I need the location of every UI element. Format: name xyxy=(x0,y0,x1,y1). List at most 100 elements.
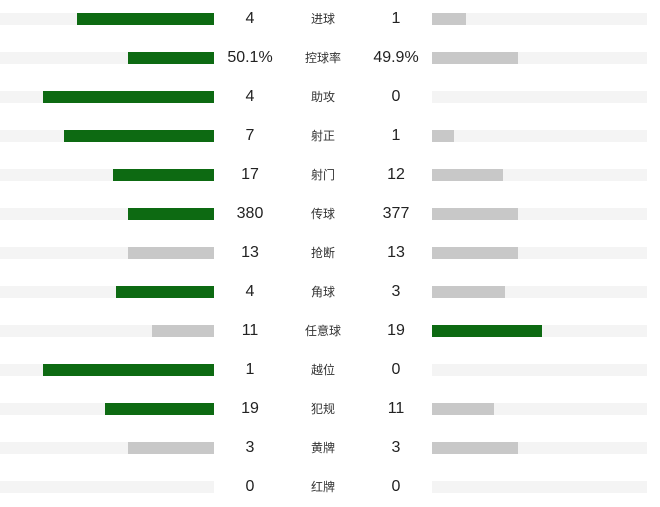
stat-row: 13 抢断 13 xyxy=(0,234,660,272)
home-value: 3 xyxy=(245,439,255,456)
stat-row: 4 角球 3 xyxy=(0,273,660,311)
away-bar-track xyxy=(432,325,647,337)
away-value: 13 xyxy=(387,244,405,261)
home-bar-fill xyxy=(128,52,214,64)
stat-row: 7 射正 1 xyxy=(0,117,660,155)
away-bar-track xyxy=(432,91,647,103)
away-bar-track xyxy=(432,286,647,298)
stat-label: 射正 xyxy=(310,129,335,143)
away-bar-fill xyxy=(432,13,466,25)
home-bar-track xyxy=(0,208,214,220)
stat-row: 1 越位 0 xyxy=(0,351,660,389)
stat-row: 4 助攻 0 xyxy=(0,78,660,116)
home-bar-track xyxy=(0,364,214,376)
stat-row: 17 射门 12 xyxy=(0,156,660,194)
home-bar-track xyxy=(0,52,214,64)
away-bar-fill xyxy=(432,208,518,220)
home-value: 13 xyxy=(241,244,259,261)
stat-row: 11 任意球 19 xyxy=(0,312,660,350)
stat-label: 抢断 xyxy=(310,246,335,260)
away-bar-fill xyxy=(432,403,494,415)
stat-label: 任意球 xyxy=(304,324,341,338)
home-value: 4 xyxy=(245,283,255,300)
home-value: 380 xyxy=(236,205,264,222)
home-bar-track xyxy=(0,442,214,454)
away-value: 49.9% xyxy=(373,49,419,66)
home-value: 19 xyxy=(241,400,259,417)
away-value: 0 xyxy=(391,88,401,105)
away-bar-fill xyxy=(432,325,542,337)
home-bar-track xyxy=(0,13,214,25)
stat-row: 3 黄牌 3 xyxy=(0,429,660,467)
away-bar-fill xyxy=(432,52,518,64)
home-value: 11 xyxy=(241,322,259,339)
stat-label: 犯规 xyxy=(310,402,335,416)
home-bar-track xyxy=(0,325,214,337)
away-bar-track xyxy=(432,52,647,64)
away-value: 3 xyxy=(391,439,401,456)
away-bar-track xyxy=(432,130,647,142)
away-bar-track xyxy=(432,364,647,376)
home-bar-track xyxy=(0,169,214,181)
home-bar-fill xyxy=(77,13,214,25)
home-value: 17 xyxy=(241,166,259,183)
home-value: 1 xyxy=(245,361,255,378)
away-value: 1 xyxy=(391,10,401,27)
away-value: 377 xyxy=(382,205,410,222)
away-value: 11 xyxy=(387,400,405,417)
stat-row: 380 传球 377 xyxy=(0,195,660,233)
away-bar-track xyxy=(432,13,647,25)
home-bar-track xyxy=(0,130,214,142)
away-bar-track xyxy=(432,247,647,259)
stat-row: 4 进球 1 xyxy=(0,0,660,38)
home-bar-fill xyxy=(128,208,214,220)
home-bar-track xyxy=(0,247,214,259)
away-bar-track xyxy=(432,208,647,220)
stat-label: 进球 xyxy=(310,12,335,26)
away-bar-fill xyxy=(432,130,454,142)
away-value: 0 xyxy=(391,361,401,378)
stat-label: 控球率 xyxy=(304,51,341,65)
home-value: 4 xyxy=(245,10,255,27)
home-bar-fill xyxy=(113,169,214,181)
stat-label: 角球 xyxy=(310,285,335,299)
home-bar-fill xyxy=(64,130,214,142)
stat-label: 传球 xyxy=(310,207,335,221)
stat-label: 射门 xyxy=(310,168,335,182)
home-bar-fill xyxy=(105,403,214,415)
away-value: 12 xyxy=(387,166,405,183)
away-bar-fill xyxy=(432,286,505,298)
home-value: 50.1% xyxy=(227,49,273,66)
home-bar-track xyxy=(0,403,214,415)
stat-label: 黄牌 xyxy=(310,441,335,455)
stat-row: 19 犯规 11 xyxy=(0,390,660,428)
away-bar-fill xyxy=(432,169,503,181)
home-value: 4 xyxy=(245,88,255,105)
home-value: 0 xyxy=(245,478,255,495)
away-value: 19 xyxy=(387,322,405,339)
away-bar-fill xyxy=(432,442,518,454)
away-value: 1 xyxy=(391,127,401,144)
home-bar-fill xyxy=(152,325,214,337)
away-value: 0 xyxy=(391,478,401,495)
away-bar-track xyxy=(432,169,647,181)
home-bar-track xyxy=(0,91,214,103)
away-value: 3 xyxy=(391,283,401,300)
stat-row: 0 红牌 0 xyxy=(0,468,660,506)
away-bar-track xyxy=(432,442,647,454)
home-bar-fill xyxy=(128,442,214,454)
home-bar-fill xyxy=(128,247,214,259)
stat-row: 50.1% 控球率 49.9% xyxy=(0,39,660,77)
home-value: 7 xyxy=(245,127,255,144)
home-bar-fill xyxy=(43,364,214,376)
away-bar-fill xyxy=(432,247,518,259)
away-bar-track xyxy=(432,481,647,493)
stat-label: 越位 xyxy=(310,363,335,377)
stat-label: 助攻 xyxy=(310,90,335,104)
home-bar-fill xyxy=(116,286,214,298)
home-bar-fill xyxy=(43,91,214,103)
stat-label: 红牌 xyxy=(310,480,335,494)
away-bar-track xyxy=(432,403,647,415)
home-bar-track xyxy=(0,286,214,298)
